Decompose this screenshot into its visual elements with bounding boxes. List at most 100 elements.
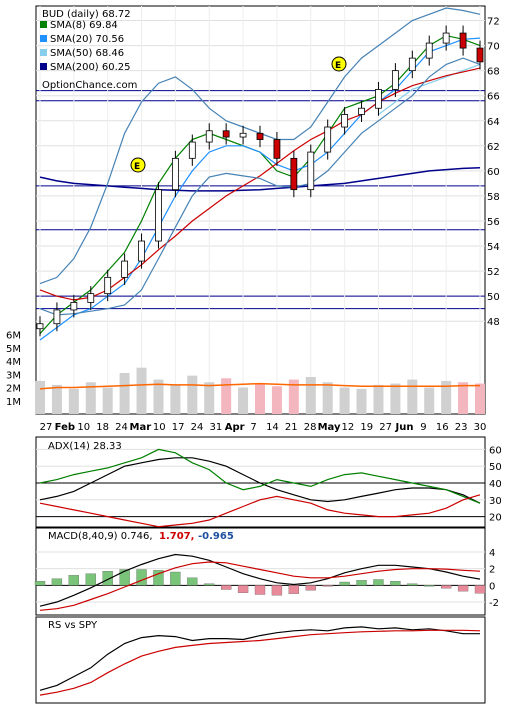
- volume-bar: [271, 386, 282, 414]
- volume-average-line: [39, 382, 480, 390]
- volume-bar: [153, 379, 164, 414]
- macd-histogram-bar: [170, 571, 181, 586]
- macd-histogram-bar: [322, 585, 333, 587]
- macd-histogram-bar: [85, 573, 96, 586]
- adx-series-line-0: [39, 457, 481, 504]
- legend-sma50: SMA(50) 68.46: [50, 48, 124, 59]
- x-tick-label: 10: [77, 422, 90, 433]
- price-tick-label: 52: [487, 267, 500, 278]
- macd-histogram-bar: [254, 585, 266, 595]
- volume-bar: [51, 384, 62, 414]
- price-panel-frame: [35, 5, 486, 415]
- volume-bar: [339, 387, 350, 414]
- volume-bar: [85, 382, 96, 414]
- macd-histogram-bar: [339, 581, 350, 586]
- x-tick-label: Jun: [395, 422, 414, 433]
- svg-text:MACD(8,40,9) 0.746,: MACD(8,40,9) 0.746,: [48, 531, 153, 542]
- volume-bar: [170, 384, 181, 414]
- x-tick-label: May: [318, 422, 341, 433]
- adx-series-line-1: [39, 448, 481, 504]
- legend-sma200: SMA(200) 60.25: [50, 62, 131, 73]
- macd-tick-label: 2: [489, 565, 495, 576]
- macd-histogram-bar: [102, 571, 113, 586]
- adx-tick-label: 40: [489, 479, 502, 490]
- x-tick-label: 31: [209, 422, 222, 433]
- macd-histogram-bar: [204, 583, 215, 586]
- macd-histogram-bar: [305, 585, 316, 591]
- rs-series-line-0: [39, 626, 480, 691]
- x-tick-label: 27: [40, 422, 53, 433]
- legend-swatch-sma8: [40, 21, 47, 28]
- price-series-line-4: [39, 67, 481, 301]
- volume-bar: [322, 382, 333, 414]
- volume-bar: [305, 376, 316, 414]
- x-tick-label: 10: [153, 422, 166, 433]
- series-layer: [36, 7, 484, 696]
- candle-body: [256, 132, 264, 140]
- volume-layer: [34, 367, 486, 596]
- price-legend: BUD (daily) 68.72 SMA(8) 69.84 SMA(20) 7…: [40, 9, 137, 91]
- macd-histogram-bar: [288, 585, 299, 594]
- legend-swatch-sma50: [40, 49, 47, 56]
- x-tick-label: 17: [172, 422, 185, 433]
- candle-body: [222, 130, 230, 138]
- x-tick-label: 19: [360, 422, 373, 433]
- macd-histogram-bar: [373, 579, 384, 586]
- candle-body: [442, 32, 450, 44]
- candle-body: [476, 47, 484, 63]
- macd-histogram-bar: [187, 577, 198, 586]
- earnings-marker: E: [331, 56, 347, 72]
- candle-body: [324, 126, 332, 153]
- legend-sma20: SMA(20) 70.56: [50, 34, 124, 45]
- volume-bar: [187, 375, 198, 414]
- price-tick-label: 58: [487, 192, 500, 203]
- macd-histogram-bar: [457, 585, 469, 592]
- candle-body: [138, 240, 145, 262]
- candle-body: [104, 276, 112, 295]
- svg-text:E: E: [335, 61, 341, 71]
- volume-bar: [221, 378, 232, 414]
- price-title: BUD (daily) 68.72: [42, 9, 131, 20]
- x-tick-label: 16: [436, 422, 449, 433]
- x-tick-label: Apr: [225, 422, 245, 433]
- volume-bar: [373, 384, 384, 414]
- volume-bar: [204, 382, 215, 414]
- axis-layer: 485052545658606264666870721M2M3M4M5M6M27…: [6, 17, 502, 609]
- adx-title: ADX(14) 28.33: [48, 441, 122, 452]
- volume-bar: [255, 383, 265, 414]
- candle-body: [53, 309, 61, 325]
- macd-histogram-bar: [68, 575, 79, 586]
- volume-bar: [238, 387, 249, 414]
- adx-tick-label: 50: [489, 462, 502, 473]
- candle-body: [36, 323, 44, 330]
- candle-body: [290, 157, 298, 191]
- candle-body: [239, 132, 247, 138]
- candle-body: [155, 189, 162, 242]
- price-tick-label: 48: [487, 317, 500, 328]
- grid-layer: [36, 6, 485, 603]
- rs-title: RS vs SPY: [48, 620, 98, 631]
- volume-bar: [390, 383, 401, 414]
- candle-body: [391, 70, 399, 90]
- price-series-line-1: [39, 37, 481, 341]
- x-tick-label: 18: [96, 422, 109, 433]
- volume-tick-label: 6M: [6, 331, 21, 342]
- volume-tick-label: 4M: [6, 357, 21, 368]
- volume-tick-label: 5M: [6, 344, 21, 355]
- x-tick-label: 24: [115, 422, 128, 433]
- rs-series-line-1: [39, 629, 481, 696]
- macd-histogram-bar: [119, 569, 130, 586]
- macd-histogram-bar: [153, 570, 164, 586]
- volume-bar: [102, 387, 113, 414]
- price-tick-label: 54: [487, 242, 500, 253]
- x-tick-label: 21: [285, 422, 298, 433]
- x-tick-label: 28: [304, 422, 317, 433]
- volume-bar: [68, 388, 79, 414]
- adx-tick-label: 20: [489, 513, 502, 524]
- volume-bar: [119, 372, 130, 414]
- macd-histogram-bar: [356, 580, 367, 586]
- macd-histogram-bar: [474, 585, 486, 594]
- price-series-line-5: [39, 57, 481, 316]
- adx-tick-label: 30: [489, 496, 502, 507]
